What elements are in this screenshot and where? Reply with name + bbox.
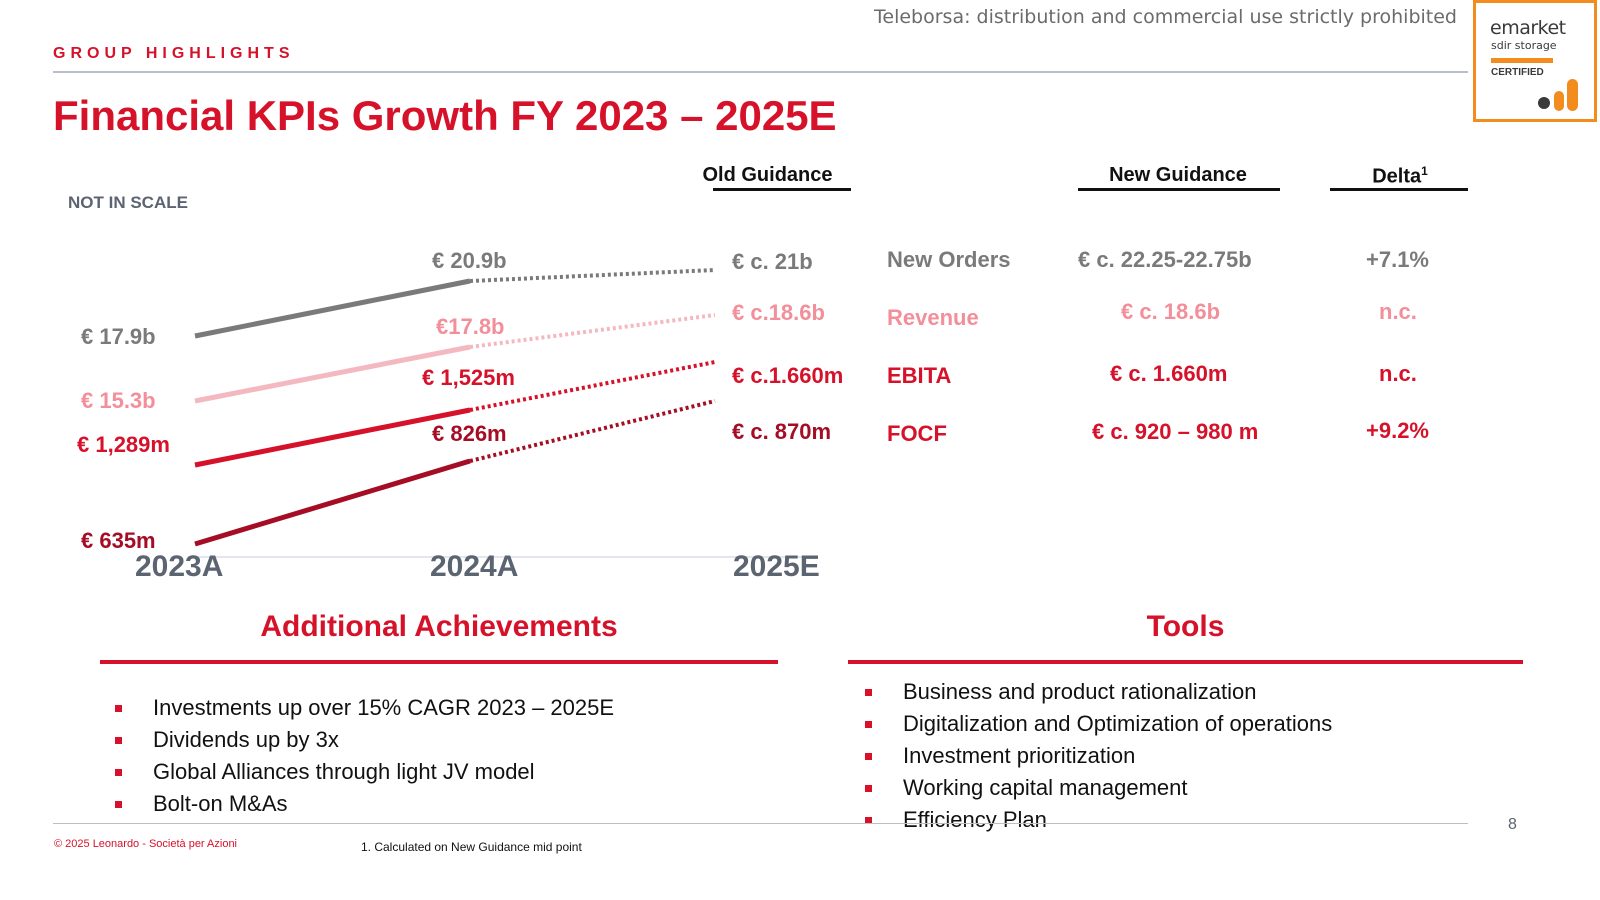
list-item: Investment prioritization xyxy=(865,740,1332,772)
kpi-name-revenue: Revenue xyxy=(887,305,979,330)
list-item: Business and product rationalization xyxy=(865,676,1332,708)
x-tick-2025E: 2025E xyxy=(733,550,820,583)
emarket-certified-badge: emarket sdir storage CERTIFIED xyxy=(1473,0,1597,122)
achievements-rule xyxy=(100,660,778,664)
bullet-square-icon xyxy=(115,737,122,744)
page-number: 8 xyxy=(1508,816,1517,833)
label-new-orders-old-guidance: € c. 21b xyxy=(732,249,813,274)
series-line-revenue-actual xyxy=(194,344,471,404)
tools-title: Tools xyxy=(1146,610,1225,643)
label-focf-2023: € 635m xyxy=(81,528,156,553)
achievement-text: Investments up over 15% CAGR 2023 – 2025… xyxy=(153,695,615,720)
list-item: Working capital management xyxy=(865,772,1332,804)
tools-rule xyxy=(848,660,1523,664)
footer-divider xyxy=(53,823,1468,824)
new-guidance-new-orders: € c. 22.25-22.75b xyxy=(1078,247,1252,272)
label-ebita-2023: € 1,289m xyxy=(77,432,170,457)
badge-line2: sdir storage xyxy=(1491,39,1557,52)
series-line-new-orders-guidance xyxy=(469,268,716,283)
series-line-new-orders-actual xyxy=(194,278,471,339)
list-item: Global Alliances through light JV model xyxy=(115,756,614,788)
bullet-square-icon xyxy=(115,801,122,808)
bullet-square-icon xyxy=(865,753,872,760)
new-guidance-underline xyxy=(1078,188,1280,191)
tool-text: Business and product rationalization xyxy=(903,679,1257,704)
label-new-orders-2023: € 17.9b xyxy=(81,324,156,349)
label-focf-2024: € 826m xyxy=(432,421,507,446)
list-item: Bolt-on M&As xyxy=(115,788,614,820)
achievements-title: Additional Achievements xyxy=(260,610,618,643)
tool-text: Working capital management xyxy=(903,775,1188,800)
badge-line1: emarket xyxy=(1490,17,1566,39)
bullet-square-icon xyxy=(865,785,872,792)
signal-bars-icon xyxy=(1538,79,1578,111)
watermark-text: Teleborsa: distribution and commercial u… xyxy=(874,6,1457,28)
bullet-square-icon xyxy=(865,689,872,696)
achievement-text: Dividends up by 3x xyxy=(153,727,339,752)
list-item: Digitalization and Optimization of opera… xyxy=(865,708,1332,740)
label-new-orders-2024: € 20.9b xyxy=(432,248,507,273)
bullet-square-icon xyxy=(115,705,122,712)
achievement-text: Global Alliances through light JV model xyxy=(153,759,535,784)
copyright: © 2025 Leonardo - Società per Azioni xyxy=(54,838,238,850)
kpi-name-new-orders: New Orders xyxy=(887,247,1011,272)
achievement-text: Bolt-on M&As xyxy=(153,791,288,816)
delta-ebita: n.c. xyxy=(1379,361,1417,386)
label-revenue-2023: € 15.3b xyxy=(81,388,156,413)
list-item: Dividends up by 3x xyxy=(115,724,614,756)
label-revenue-2024: €17.8b xyxy=(436,314,505,339)
series-line-revenue-guidance xyxy=(469,313,716,349)
tools-list: Business and product rationalization Dig… xyxy=(865,676,1332,836)
label-focf-old-guidance: € c. 870m xyxy=(732,419,832,444)
delta-label: Delta xyxy=(1372,165,1422,188)
tool-text: Efficiency Plan xyxy=(903,807,1047,832)
section-label: GROUP HIGHLIGHTS xyxy=(53,45,295,62)
delta-underline xyxy=(1330,188,1468,191)
tool-text: Investment prioritization xyxy=(903,743,1136,768)
achievements-list: Investments up over 15% CAGR 2023 – 2025… xyxy=(115,692,614,820)
label-ebita-2024: € 1,525m xyxy=(422,365,515,390)
new-guidance-focf: € c. 920 – 980 m xyxy=(1092,419,1259,444)
page-title: Financial KPIs Growth FY 2023 – 2025E xyxy=(53,92,837,139)
delta-focf: +9.2% xyxy=(1366,418,1429,443)
series-line-ebita-actual xyxy=(194,407,471,468)
badge-line3: CERTIFIED xyxy=(1491,67,1544,78)
column-header-new-guidance: New Guidance xyxy=(1109,164,1247,186)
kpi-name-ebita: EBITA xyxy=(887,363,952,388)
delta-footnote-marker: 1 xyxy=(1421,164,1428,178)
x-tick-2023A: 2023A xyxy=(135,550,224,583)
header-divider xyxy=(53,71,1468,73)
tool-text: Digitalization and Optimization of opera… xyxy=(903,711,1333,736)
new-guidance-revenue: € c. 18.6b xyxy=(1121,299,1221,324)
delta-revenue: n.c. xyxy=(1379,299,1417,324)
label-revenue-old-guidance: € c.18.6b xyxy=(732,300,825,325)
column-header-old-guidance: Old Guidance xyxy=(702,164,833,186)
series-line-focf-guidance xyxy=(469,399,716,463)
bullet-square-icon xyxy=(865,817,872,824)
label-ebita-old-guidance: € c.1.660m xyxy=(732,363,844,388)
old-guidance-underline xyxy=(713,188,851,191)
list-item: Investments up over 15% CAGR 2023 – 2025… xyxy=(115,692,614,724)
column-header-delta: Delta1 xyxy=(1330,164,1470,189)
bullet-square-icon xyxy=(115,769,122,776)
kpi-name-focf: FOCF xyxy=(887,421,947,446)
new-guidance-ebita: € c. 1.660m xyxy=(1110,361,1228,386)
bullet-square-icon xyxy=(865,721,872,728)
not-in-scale-note: NOT IN SCALE xyxy=(68,193,188,212)
series-line-focf-actual xyxy=(194,458,471,547)
delta-new-orders: +7.1% xyxy=(1366,247,1429,272)
footnote: 1. Calculated on New Guidance mid point xyxy=(361,840,582,854)
badge-bar xyxy=(1491,58,1553,63)
list-item: Efficiency Plan xyxy=(865,804,1332,836)
x-tick-2024A: 2024A xyxy=(430,550,519,583)
